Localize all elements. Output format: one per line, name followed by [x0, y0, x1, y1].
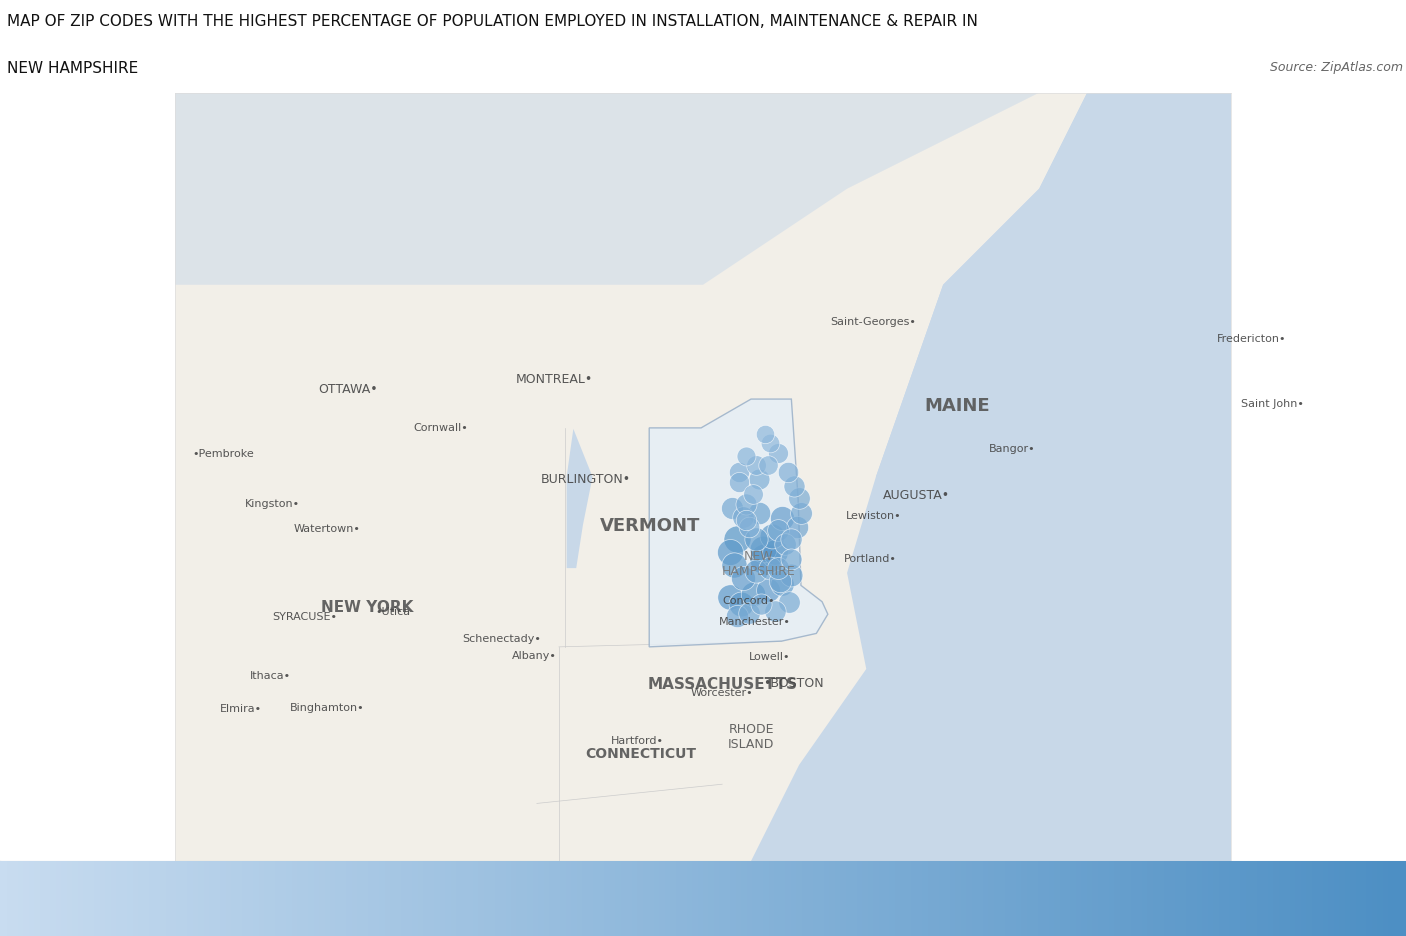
Point: [745, 563, 768, 578]
Point: [742, 487, 765, 502]
Point: [778, 594, 800, 609]
Point: [754, 551, 776, 566]
Point: [738, 519, 761, 534]
Text: Binghamton•: Binghamton•: [290, 703, 364, 712]
Text: Watertown•: Watertown•: [294, 523, 361, 534]
Point: [780, 533, 803, 548]
Text: Cornwall•: Cornwall•: [413, 422, 468, 432]
Point: [756, 459, 779, 474]
Text: MAP OF ZIP CODES WITH THE HIGHEST PERCENTAGE OF POPULATION EMPLOYED IN INSTALLAT: MAP OF ZIP CODES WITH THE HIGHEST PERCEN…: [7, 14, 979, 29]
Point: [770, 511, 793, 526]
Text: VERMONT: VERMONT: [600, 517, 700, 534]
Text: Fredericton•: Fredericton•: [1216, 333, 1286, 344]
Point: [728, 465, 751, 480]
Text: Manchester•: Manchester•: [718, 617, 790, 627]
Point: [725, 609, 748, 624]
Point: [759, 561, 782, 576]
Point: [723, 558, 745, 573]
Text: Lowell•: Lowell•: [748, 651, 790, 661]
Point: [761, 530, 783, 545]
Text: Kingston•: Kingston•: [245, 498, 301, 508]
Text: Hartford•: Hartford•: [612, 736, 664, 745]
Point: [735, 513, 758, 528]
Point: [770, 578, 793, 592]
Text: Worcester•: Worcester•: [690, 687, 754, 697]
Point: [748, 472, 770, 487]
Text: Lewiston•: Lewiston•: [846, 511, 901, 520]
Text: Concord•: Concord•: [721, 595, 775, 606]
Point: [766, 446, 789, 461]
Text: Source: ZipAtlas.com: Source: ZipAtlas.com: [1270, 61, 1403, 74]
Text: OTTAWA•: OTTAWA•: [318, 383, 377, 396]
Text: NEW HAMPSHIRE: NEW HAMPSHIRE: [7, 61, 138, 76]
Point: [766, 522, 789, 537]
Point: [780, 568, 803, 583]
Point: [742, 587, 765, 602]
Polygon shape: [567, 430, 592, 568]
Point: [751, 542, 773, 557]
Point: [769, 574, 792, 589]
Polygon shape: [876, 94, 1232, 477]
Polygon shape: [650, 400, 828, 647]
Point: [763, 604, 786, 619]
Point: [776, 465, 799, 480]
Polygon shape: [174, 94, 1232, 861]
Point: [783, 479, 806, 494]
Point: [733, 510, 755, 525]
Point: [728, 475, 751, 490]
Text: Portland•: Portland•: [844, 553, 897, 563]
Text: MONTREAL•: MONTREAL•: [516, 373, 593, 386]
Text: Ithaca•: Ithaca•: [250, 670, 291, 680]
Text: MAINE: MAINE: [925, 397, 990, 415]
Text: Saint John•: Saint John•: [1241, 399, 1303, 408]
Text: SYRACUSE•: SYRACUSE•: [271, 611, 337, 622]
Point: [745, 533, 768, 548]
Point: [787, 491, 810, 506]
Point: [748, 506, 770, 521]
Point: [763, 545, 786, 560]
Point: [780, 551, 803, 566]
Point: [766, 561, 789, 576]
Point: [718, 590, 741, 605]
Point: [720, 501, 742, 516]
Text: Bangor•: Bangor•: [988, 444, 1036, 454]
Point: [749, 596, 772, 611]
Text: NEW YORK: NEW YORK: [321, 599, 413, 614]
Text: Albany•: Albany•: [512, 650, 557, 660]
Point: [735, 497, 758, 512]
Point: [725, 533, 748, 548]
Text: •Utica: •Utica: [375, 607, 411, 617]
Text: •Pembroke: •Pembroke: [191, 448, 253, 459]
Polygon shape: [751, 94, 1232, 861]
Text: Saint-Georges•: Saint-Georges•: [830, 317, 915, 327]
Point: [786, 519, 808, 534]
Text: RHODE
ISLAND: RHODE ISLAND: [728, 723, 775, 751]
Point: [754, 427, 776, 442]
Text: NEW
HAMPSHIRE: NEW HAMPSHIRE: [721, 549, 796, 578]
Text: BURLINGTON•: BURLINGTON•: [541, 473, 631, 486]
Point: [745, 459, 768, 474]
Point: [730, 596, 752, 611]
Text: Elmira•: Elmira•: [219, 704, 262, 713]
Polygon shape: [174, 94, 1039, 285]
Text: •BOSTON: •BOSTON: [763, 676, 824, 689]
Text: MASSACHUSETTS: MASSACHUSETTS: [647, 676, 797, 691]
Point: [733, 571, 755, 586]
Point: [756, 583, 779, 598]
Point: [738, 607, 761, 622]
Point: [773, 537, 796, 552]
Text: Schenectady•: Schenectady•: [463, 634, 541, 644]
Text: AUGUSTA•: AUGUSTA•: [883, 489, 950, 501]
Point: [790, 506, 813, 521]
Text: CONNECTICUT: CONNECTICUT: [585, 747, 696, 761]
Point: [718, 545, 741, 560]
Point: [759, 436, 782, 451]
Point: [735, 448, 758, 463]
